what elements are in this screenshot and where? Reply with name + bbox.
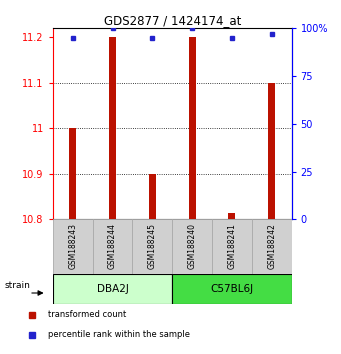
Bar <box>149 174 156 219</box>
Text: GSM188244: GSM188244 <box>108 223 117 269</box>
Bar <box>212 219 252 274</box>
Text: GSM188240: GSM188240 <box>188 223 197 269</box>
Bar <box>172 274 292 304</box>
Text: GSM188242: GSM188242 <box>267 223 276 269</box>
Bar <box>252 219 292 274</box>
Text: percentile rank within the sample: percentile rank within the sample <box>48 331 190 339</box>
Text: transformed count: transformed count <box>48 310 127 319</box>
Text: C57BL6J: C57BL6J <box>210 284 253 295</box>
Bar <box>228 213 235 219</box>
Text: GSM188241: GSM188241 <box>227 223 236 269</box>
Bar <box>268 83 275 219</box>
Title: GDS2877 / 1424174_at: GDS2877 / 1424174_at <box>104 14 241 27</box>
Bar <box>172 219 212 274</box>
Text: GSM188243: GSM188243 <box>68 223 77 269</box>
Bar <box>69 129 76 219</box>
Bar <box>189 38 196 219</box>
Bar <box>109 38 116 219</box>
Bar <box>53 219 93 274</box>
Text: GSM188245: GSM188245 <box>148 223 157 269</box>
Text: strain: strain <box>4 281 30 290</box>
Bar <box>132 219 172 274</box>
Text: DBA2J: DBA2J <box>97 284 129 295</box>
Bar <box>53 274 172 304</box>
Bar <box>93 219 132 274</box>
